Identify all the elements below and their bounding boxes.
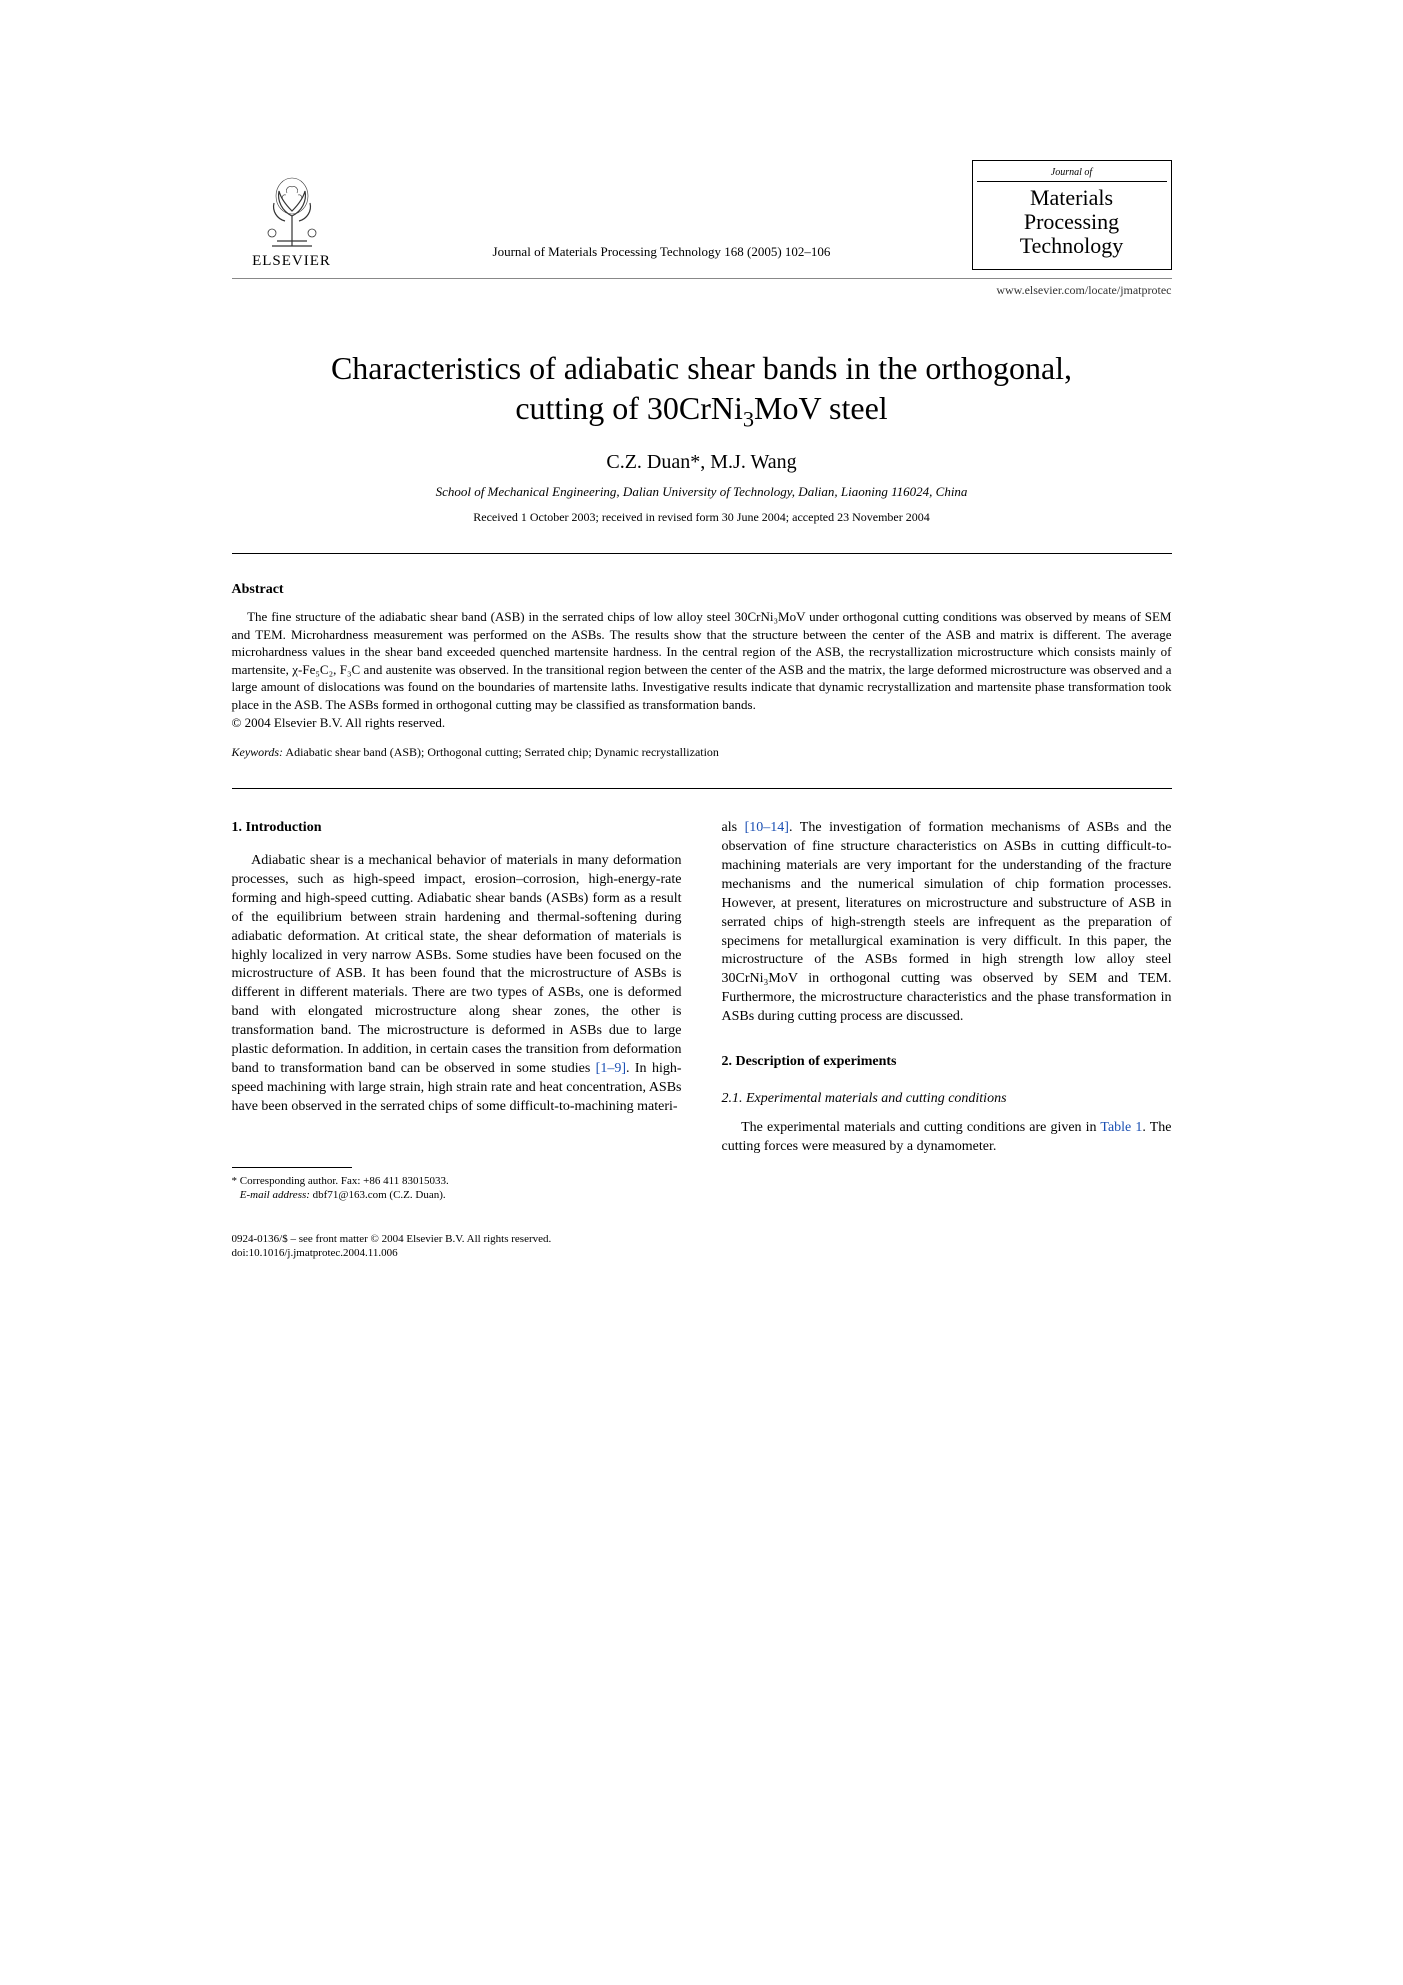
rule-bottom <box>232 788 1172 789</box>
article-title: Characteristics of adiabatic shear bands… <box>232 348 1172 433</box>
experiments-paragraph: The experimental materials and cutting c… <box>722 1119 1172 1157</box>
elsevier-logo-icon <box>257 171 327 251</box>
section-1-heading: 1. Introduction <box>232 819 682 838</box>
abstract-body: The fine structure of the adiabatic shea… <box>232 608 1172 713</box>
intro-cont-a: als <box>722 820 745 835</box>
journal-box-toplabel: Journal of <box>977 167 1167 182</box>
footnote-email-value: dbf71@163.com (C.Z. Duan). <box>310 1189 446 1201</box>
publisher-block: ELSEVIER <box>232 171 352 270</box>
right-column: als [10–14]. The investigation of format… <box>722 819 1172 1261</box>
journal-url: www.elsevier.com/locate/jmatprotec <box>232 283 1172 298</box>
rule-top <box>232 553 1172 554</box>
journal-box-line2: Processing <box>977 210 1167 234</box>
intro-cont-b: . The investigation of formation mechani… <box>722 820 1172 1024</box>
citation-link-1[interactable]: [1–9] <box>596 1061 626 1076</box>
journal-title-box: Journal of Materials Processing Technolo… <box>972 160 1172 270</box>
title-line1: Characteristics of adiabatic shear bands… <box>331 350 1072 386</box>
keywords-text: Adiabatic shear band (ASB); Orthogonal c… <box>283 745 719 759</box>
affiliation: School of Mechanical Engineering, Dalian… <box>232 484 1172 500</box>
footnote-rule <box>232 1167 352 1168</box>
page-container: ELSEVIER Journal of Materials Processing… <box>152 60 1252 1321</box>
journal-reference: Journal of Materials Processing Technolo… <box>352 244 972 270</box>
journal-box-line1: Materials <box>977 186 1167 210</box>
journal-box-line3: Technology <box>977 234 1167 258</box>
abstract-heading: Abstract <box>232 582 1172 598</box>
body-columns: 1. Introduction Adiabatic shear is a mec… <box>232 819 1172 1261</box>
authors: C.Z. Duan*, M.J. Wang <box>232 451 1172 474</box>
citation-link-2[interactable]: [10–14] <box>745 820 789 835</box>
doi-line: doi:10.1016/j.jmatprotec.2004.11.006 <box>232 1246 682 1260</box>
intro-continuation: als [10–14]. The investigation of format… <box>722 819 1172 1027</box>
title-line2b: MoV steel <box>754 390 888 426</box>
section-2-1-heading: 2.1. Experimental materials and cutting … <box>722 1090 1172 1109</box>
exp-text-a: The experimental materials and cutting c… <box>741 1120 1100 1135</box>
footnote-email-label: E-mail address: <box>240 1189 310 1201</box>
header-row: ELSEVIER Journal of Materials Processing… <box>232 160 1172 270</box>
section-2-heading: 2. Description of experiments <box>722 1053 1172 1072</box>
header-rule <box>232 278 1172 279</box>
footnote-email: E-mail address: dbf71@163.com (C.Z. Duan… <box>232 1188 682 1202</box>
article-dates: Received 1 October 2003; received in rev… <box>232 510 1172 525</box>
intro-text-a: Adiabatic shear is a mechanical behavior… <box>232 853 682 1076</box>
publisher-name: ELSEVIER <box>252 253 331 270</box>
title-line2a: cutting of 30CrNi <box>515 390 743 426</box>
keywords-line: Keywords: Adiabatic shear band (ASB); Or… <box>232 745 1172 760</box>
front-matter-line: 0924-0136/$ – see front matter © 2004 El… <box>232 1232 682 1246</box>
copyright-line: © 2004 Elsevier B.V. All rights reserved… <box>232 715 1172 731</box>
intro-paragraph: Adiabatic shear is a mechanical behavior… <box>232 852 682 1116</box>
table-link-1[interactable]: Table 1 <box>1100 1120 1142 1135</box>
keywords-label: Keywords: <box>232 745 284 759</box>
left-column: 1. Introduction Adiabatic shear is a mec… <box>232 819 682 1261</box>
title-subscript: 3 <box>743 406 754 431</box>
footnote-corresponding: * Corresponding author. Fax: +86 411 830… <box>232 1174 682 1188</box>
